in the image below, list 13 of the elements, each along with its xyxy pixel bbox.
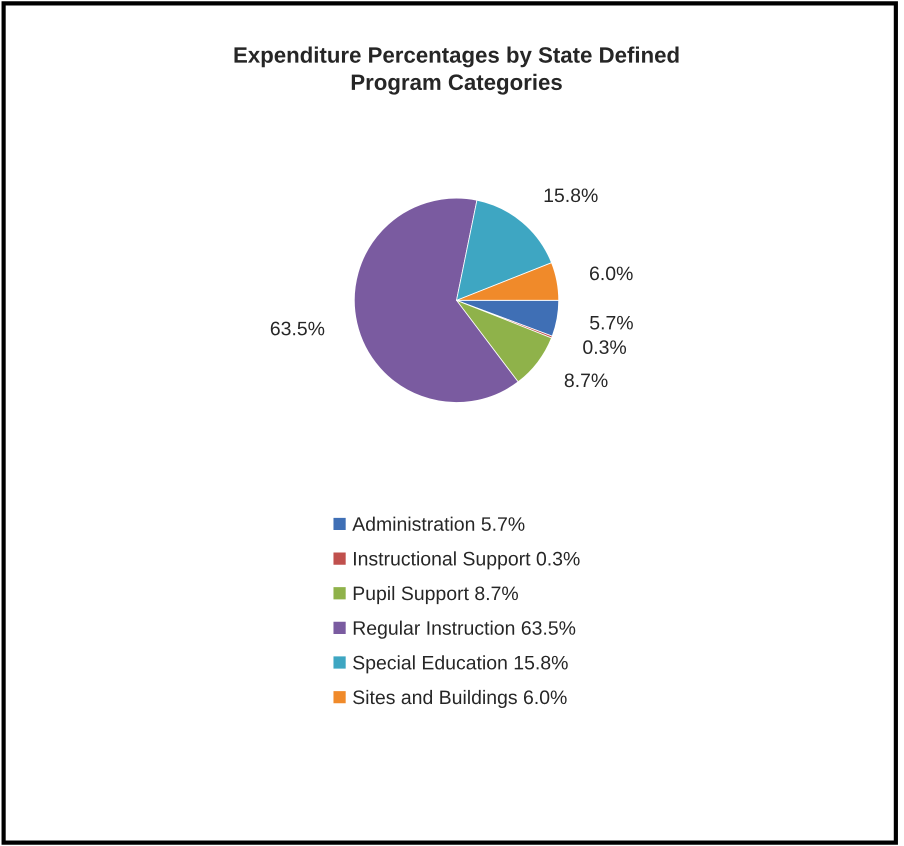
legend-label: Administration 5.7% [352,516,524,531]
legend-label: Regular Instruction 63.5% [354,620,576,639]
chart-title: Expenditure Percentages by State Defined Program Categories [234,46,679,95]
legend-label: Special Education 15.8% [353,655,568,674]
legend-label: Sites and Buildings 6.0% [353,690,567,708]
legend-label: Pupil Support 8.7% [354,586,518,604]
data-label: 8.7% [564,373,608,388]
data-label: 63.5% [270,322,324,336]
data-label: 0.3% [583,340,626,354]
data-label: 5.7% [590,316,633,330]
data-label: 15.8% [544,188,598,202]
data-label: 6.0% [590,266,633,280]
legend-label: Instructional Support 0.3% [354,551,580,570]
